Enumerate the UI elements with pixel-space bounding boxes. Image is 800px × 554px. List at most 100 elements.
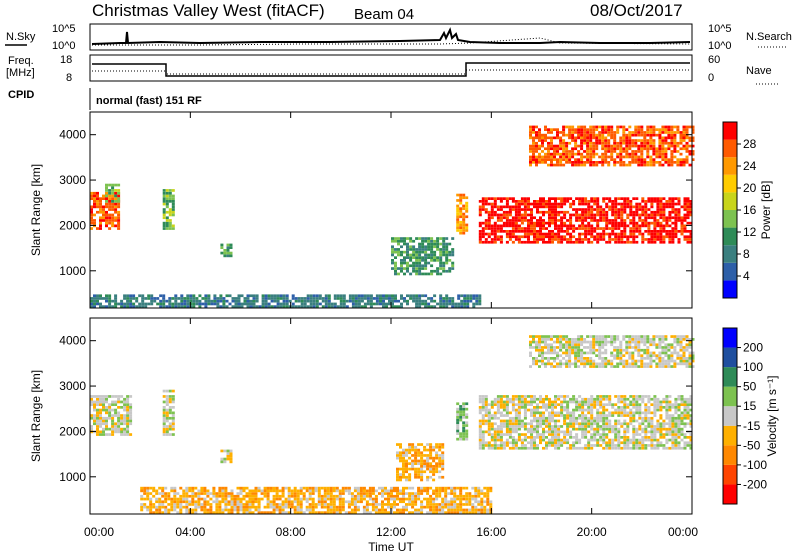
data-cell-7 [589, 144, 593, 148]
data-cell-5 [662, 446, 666, 450]
data-cell-8 [135, 299, 139, 303]
data-cell-6 [610, 359, 614, 363]
data-cell-5 [487, 427, 491, 431]
data-cell-7 [239, 508, 243, 512]
data-cell-3 [408, 473, 412, 476]
data-cell-6 [604, 359, 608, 363]
data-cell-6 [583, 365, 587, 368]
data-cell-5 [644, 446, 648, 450]
data-cell-7 [254, 492, 258, 495]
data-cell-8 [297, 299, 301, 303]
data-cell-5 [671, 441, 675, 445]
data-cell-6 [544, 340, 547, 344]
data-cell-8 [321, 297, 325, 300]
data-cell-6 [595, 362, 599, 366]
data-cell-7 [188, 494, 192, 498]
data-cell-8 [99, 297, 102, 300]
data-cell-5 [539, 414, 542, 417]
data-cell-7 [305, 508, 309, 512]
data-cell-5 [462, 223, 466, 227]
data-cell-5 [548, 441, 551, 445]
data-cell-6 [502, 210, 506, 214]
data-cell-6 [560, 227, 564, 230]
data-cell-7 [589, 141, 593, 145]
data-cell-5 [572, 419, 576, 423]
data-cell-8 [246, 302, 250, 306]
data-cell-5 [557, 411, 561, 415]
data-cell-7 [179, 508, 183, 512]
data-cell-4 [430, 237, 434, 240]
data-cell-1 [162, 422, 166, 426]
data-cell-2 [229, 457, 233, 461]
data-cell-3 [411, 445, 415, 449]
data-cell-7 [155, 492, 159, 495]
data-cell-6 [643, 340, 647, 344]
data-cell-7 [664, 161, 668, 164]
data-cell-6 [608, 200, 612, 203]
data-cell-7 [634, 128, 638, 131]
data-cell-5 [596, 395, 600, 398]
data-cell-6 [575, 197, 579, 200]
data-cell-5 [647, 406, 651, 409]
data-cell-3 [399, 445, 402, 449]
data-cell-6 [478, 235, 482, 239]
data-cell-6 [499, 235, 503, 239]
data-cell-8 [126, 299, 130, 303]
data-cell-5 [614, 433, 618, 436]
data-cell-8 [457, 294, 461, 298]
data-cell-6 [580, 340, 584, 344]
data-cell-5 [674, 419, 678, 423]
data-cell-4 [406, 256, 409, 259]
data-cell-7 [173, 503, 177, 506]
data-cell-5 [517, 395, 521, 398]
data-cell-7 [164, 486, 168, 490]
data-cell-4 [445, 256, 449, 259]
colorbar-tick-label: 24 [743, 159, 757, 173]
data-cell-5 [647, 430, 651, 434]
data-cell-0 [111, 427, 115, 431]
data-cell-7 [616, 125, 620, 129]
data-cell-6 [575, 210, 579, 214]
data-cell-6 [634, 359, 638, 363]
data-cell-7 [532, 128, 535, 131]
data-cell-6 [661, 359, 665, 363]
data-cell-6 [490, 205, 494, 209]
data-cell-4 [448, 242, 452, 246]
data-cell-5 [656, 397, 660, 401]
data-cell-7 [547, 144, 550, 148]
data-cell-7 [628, 144, 632, 148]
data-cell-6 [679, 348, 683, 352]
data-cell-6 [590, 232, 594, 236]
data-cell-8 [276, 299, 280, 303]
data-cell-8 [315, 305, 319, 308]
data-cell-8 [421, 294, 425, 298]
data-cell-6 [671, 221, 675, 225]
data-cell-6 [634, 365, 638, 368]
data-cell-7 [589, 128, 593, 131]
data-cell-5 [539, 397, 542, 401]
data-cell-4 [418, 261, 422, 265]
data-cell-7 [607, 139, 611, 142]
data-cell-5 [665, 446, 669, 450]
data-cell-7 [290, 500, 294, 504]
data-cell-7 [287, 492, 291, 495]
data-cell-5 [481, 414, 485, 417]
data-cell-6 [656, 238, 660, 241]
data-cell-8 [231, 297, 235, 300]
noise-sky-label: N.Sky [6, 31, 36, 43]
data-cell-7 [610, 133, 614, 137]
data-cell-7 [565, 152, 569, 156]
data-cell-6 [511, 208, 515, 211]
data-cell-3 [417, 462, 421, 465]
data-cell-5 [557, 438, 561, 442]
data-cell-6 [619, 359, 623, 363]
data-cell-6 [547, 346, 550, 349]
data-cell-5 [596, 411, 600, 415]
data-cell-7 [146, 494, 150, 498]
data-cell-5 [505, 414, 509, 417]
data-cell-6 [535, 348, 538, 352]
data-cell-5 [620, 425, 624, 428]
data-cell-7 [652, 163, 656, 167]
data-cell-7 [532, 161, 535, 164]
